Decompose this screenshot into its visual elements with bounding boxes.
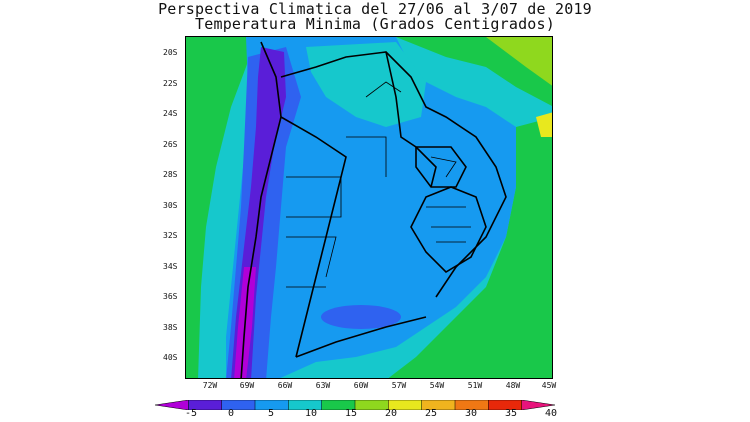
- lat-label: 36S: [163, 292, 178, 301]
- lon-label: 66W: [277, 381, 293, 390]
- color-scale-segment: [521, 400, 555, 410]
- northeast-hot-zone: [486, 37, 552, 86]
- lat-label: 34S: [163, 262, 178, 271]
- country-borders: [240, 41, 507, 378]
- scale-label: 40: [544, 408, 558, 419]
- scale-label: -5: [184, 408, 198, 419]
- lat-label: 32S: [163, 231, 178, 240]
- lat-label: 38S: [163, 323, 178, 332]
- scale-label: 30: [464, 408, 478, 419]
- lon-label: 69W: [239, 381, 255, 390]
- scale-label: 15: [344, 408, 358, 419]
- scale-label: 10: [304, 408, 318, 419]
- pacific-warm-zone: [186, 37, 256, 378]
- lat-label: 30S: [163, 201, 178, 210]
- map-title: Perspectiva Climatica del 27/06 al 3/07 …: [158, 0, 592, 18]
- lat-label: 40S: [163, 353, 178, 362]
- north-mild-zone: [306, 42, 426, 127]
- lon-label: 48W: [505, 381, 521, 390]
- land-cool-zone: [226, 37, 516, 378]
- scale-label: 25: [424, 408, 438, 419]
- scale-label: 35: [504, 408, 518, 419]
- scale-label: 20: [384, 408, 398, 419]
- map-subtitle: Temperatura Minima (Grados Centigrados): [195, 15, 555, 33]
- patagonia-cold-patch: [321, 305, 401, 329]
- scale-label: 5: [267, 408, 275, 419]
- lat-label: 22S: [163, 79, 178, 88]
- atlantic-warm-zone: [388, 117, 552, 378]
- color-scale-bar: [155, 400, 555, 410]
- lon-label: 54W: [429, 381, 445, 390]
- lon-label: 72W: [202, 381, 218, 390]
- scale-label: 0: [227, 408, 235, 419]
- lat-label: 26S: [163, 140, 178, 149]
- lat-label: 24S: [163, 109, 178, 118]
- lon-label: 57W: [391, 381, 407, 390]
- province-borders: [286, 81, 471, 288]
- lat-label: 20S: [163, 48, 178, 57]
- lon-label: 60W: [353, 381, 369, 390]
- coast-hot-spot: [536, 112, 552, 137]
- lon-label: 63W: [315, 381, 331, 390]
- lat-label: 28S: [163, 170, 178, 179]
- temperature-map: [185, 36, 553, 379]
- lon-label: 51W: [467, 381, 483, 390]
- map-canvas: [186, 37, 552, 378]
- lon-label: 45W: [541, 381, 557, 390]
